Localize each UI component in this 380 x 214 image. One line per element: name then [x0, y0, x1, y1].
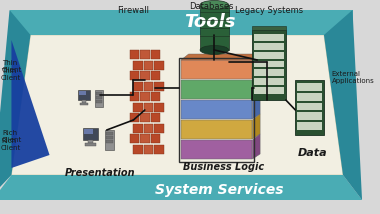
Bar: [85, 143, 96, 146]
Bar: [297, 122, 322, 130]
Bar: [140, 92, 150, 101]
Bar: [144, 82, 154, 91]
Bar: [95, 90, 103, 107]
Bar: [130, 50, 139, 59]
Bar: [89, 140, 93, 143]
Bar: [154, 123, 164, 132]
Bar: [140, 50, 150, 59]
Bar: [181, 80, 252, 99]
Bar: [82, 100, 86, 103]
Polygon shape: [0, 175, 362, 200]
Bar: [140, 134, 150, 143]
Polygon shape: [252, 54, 260, 79]
Bar: [96, 100, 103, 103]
Polygon shape: [324, 10, 362, 200]
Text: External
Applications: External Applications: [332, 71, 374, 85]
Text: Business Logic: Business Logic: [183, 162, 264, 172]
Text: Firewall: Firewall: [117, 6, 149, 15]
Bar: [254, 52, 284, 59]
Bar: [154, 61, 164, 70]
Bar: [105, 130, 114, 150]
Bar: [79, 103, 88, 104]
Bar: [130, 113, 139, 122]
Bar: [106, 132, 113, 135]
Polygon shape: [252, 94, 260, 119]
Polygon shape: [252, 114, 260, 139]
Bar: [254, 78, 284, 85]
Bar: [154, 144, 164, 153]
Bar: [254, 69, 284, 76]
Text: Presentation: Presentation: [65, 168, 135, 178]
Polygon shape: [11, 40, 49, 168]
Bar: [181, 140, 252, 159]
Bar: [254, 43, 284, 50]
Bar: [150, 71, 160, 80]
Ellipse shape: [200, 0, 229, 9]
Bar: [78, 90, 90, 100]
Bar: [297, 112, 322, 120]
Bar: [96, 96, 103, 98]
Bar: [130, 71, 139, 80]
Text: Databases: Databases: [189, 2, 234, 11]
Bar: [133, 123, 143, 132]
Bar: [297, 103, 322, 110]
Text: Legacy Systems: Legacy Systems: [234, 6, 303, 15]
Text: Rich
Client: Rich Client: [1, 138, 21, 151]
Bar: [84, 129, 93, 134]
Bar: [297, 93, 322, 101]
Bar: [79, 91, 86, 95]
Bar: [181, 60, 252, 79]
Bar: [133, 144, 143, 153]
Bar: [133, 82, 143, 91]
Bar: [130, 134, 139, 143]
Text: System Services: System Services: [155, 183, 283, 197]
Bar: [133, 103, 143, 111]
Text: Rich
Client: Rich Client: [2, 130, 22, 143]
Bar: [254, 61, 284, 67]
Polygon shape: [181, 54, 260, 60]
Bar: [133, 61, 143, 70]
Bar: [297, 83, 322, 91]
Bar: [144, 144, 154, 153]
Bar: [96, 92, 103, 95]
Polygon shape: [252, 134, 260, 159]
Bar: [254, 87, 284, 94]
Text: Thin
Client: Thin Client: [2, 60, 22, 73]
Polygon shape: [0, 10, 30, 195]
Bar: [106, 140, 113, 143]
Text: Thin
Client: Thin Client: [1, 68, 21, 81]
Bar: [144, 61, 154, 70]
Polygon shape: [10, 10, 353, 35]
Bar: [106, 136, 113, 138]
Bar: [181, 120, 252, 139]
Bar: [252, 26, 286, 30]
Bar: [150, 134, 160, 143]
Polygon shape: [252, 74, 260, 99]
Polygon shape: [11, 35, 343, 175]
Bar: [154, 103, 164, 111]
Bar: [130, 92, 139, 101]
Bar: [83, 128, 98, 140]
Bar: [181, 100, 252, 119]
Bar: [150, 50, 160, 59]
Bar: [154, 82, 164, 91]
Bar: [252, 30, 286, 100]
Bar: [295, 80, 324, 135]
Bar: [179, 58, 254, 162]
Bar: [144, 123, 154, 132]
Bar: [150, 92, 160, 101]
Bar: [140, 71, 150, 80]
Text: Tools: Tools: [184, 13, 235, 31]
Bar: [150, 113, 160, 122]
Ellipse shape: [200, 46, 229, 55]
Bar: [200, 5, 229, 50]
Bar: [144, 103, 154, 111]
Text: Data: Data: [298, 148, 328, 158]
Bar: [140, 113, 150, 122]
Bar: [254, 34, 284, 41]
